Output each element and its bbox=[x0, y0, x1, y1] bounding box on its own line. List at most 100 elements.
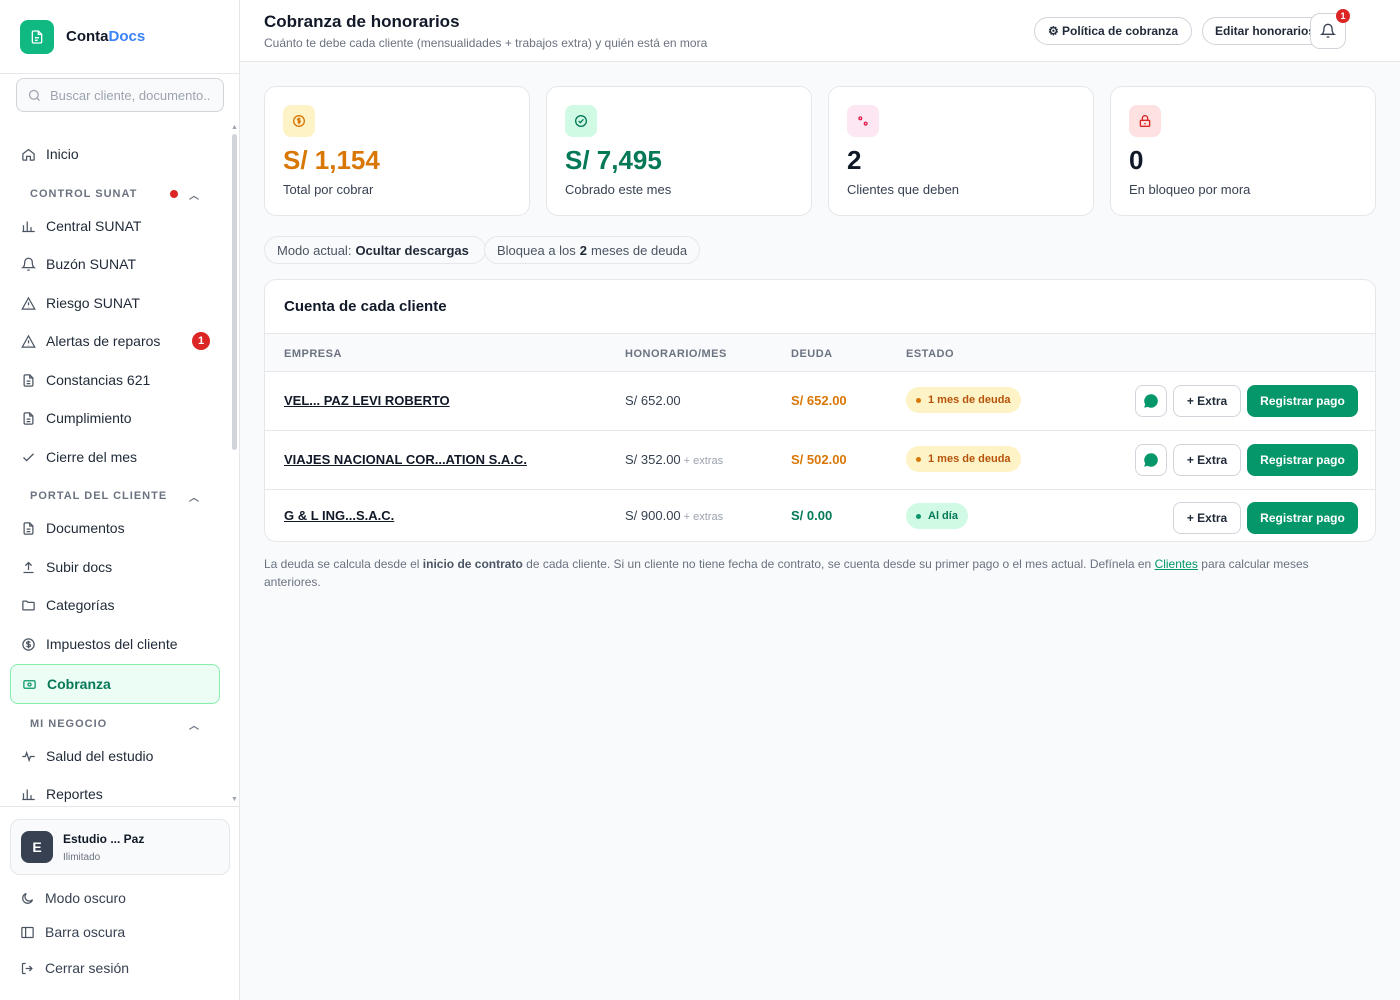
sidebar-item-label: Central SUNAT bbox=[46, 218, 142, 234]
whatsapp-button[interactable] bbox=[1135, 385, 1167, 417]
chevron-up-icon: ︿ bbox=[189, 720, 200, 732]
sidebar-item-categorias[interactable]: Categorías bbox=[10, 587, 220, 623]
sidebar: ContaDocs ▲ ▼ Inicio CONTROL SUNAT ︿ Cen… bbox=[0, 0, 240, 1000]
section-title: CONTROL SUNAT bbox=[30, 188, 138, 200]
search-icon bbox=[28, 89, 40, 101]
sidebar-item-cumplimiento[interactable]: Cumplimiento bbox=[10, 400, 220, 436]
footnote: La deuda se calcula desde el inicio de c… bbox=[264, 555, 1364, 591]
sidebar-item-cobranza[interactable]: Cobranza bbox=[10, 664, 220, 704]
logout-button[interactable]: Cerrar sesión bbox=[20, 960, 129, 976]
check-icon bbox=[20, 449, 36, 465]
sidebar-item-subir-docs[interactable]: Subir docs bbox=[10, 549, 220, 585]
section-control-sunat[interactable]: CONTROL SUNAT ︿ bbox=[30, 188, 210, 202]
register-payment-button[interactable]: Registrar pago bbox=[1247, 444, 1358, 476]
block-prefix: Bloquea a los bbox=[497, 242, 576, 258]
register-payment-button[interactable]: Registrar pago bbox=[1247, 385, 1358, 417]
stat-label: Cobrado este mes bbox=[565, 182, 672, 197]
notifications-button[interactable]: 1 bbox=[1310, 9, 1350, 49]
stat-value: 2 bbox=[847, 145, 862, 175]
company-link[interactable]: VEL... PAZ LEVI ROBERTO bbox=[284, 393, 450, 408]
sidebar-item-alertas-reparos[interactable]: Alertas de reparos 1 bbox=[10, 323, 220, 359]
status-badge: Al día bbox=[906, 503, 968, 529]
sidebar-item-riesgo-sunat[interactable]: Riesgo SUNAT bbox=[10, 285, 220, 321]
search-input[interactable] bbox=[50, 87, 210, 103]
section-portal-cliente[interactable]: PORTAL DEL CLIENTE ︿ bbox=[30, 490, 210, 504]
table-row: G & L ING...S.A.C. S/ 900.00 + extras S/ … bbox=[265, 490, 1375, 541]
table-header: EMPRESA HONORARIO/MES DEUDA ESTADO bbox=[265, 333, 1375, 372]
sidebar-item-cierre-mes[interactable]: Cierre del mes bbox=[10, 439, 220, 475]
folder-icon bbox=[20, 597, 36, 613]
stat-value: S/ 7,495 bbox=[565, 145, 662, 175]
edit-fees-button[interactable]: Editar honorarios bbox=[1202, 17, 1328, 45]
main-content: Cobranza de honorarios Cuánto te debe ca… bbox=[240, 0, 1400, 1000]
sidebar-item-documentos[interactable]: Documentos bbox=[10, 510, 220, 546]
clients-table-card: Cuenta de cada cliente EMPRESA HONORARIO… bbox=[264, 279, 1376, 542]
whatsapp-button[interactable] bbox=[1135, 444, 1167, 476]
bell-icon bbox=[20, 256, 36, 272]
sidebar-item-salud-estudio[interactable]: Salud del estudio bbox=[10, 738, 220, 774]
upload-icon bbox=[20, 559, 36, 575]
logo-icon bbox=[20, 19, 54, 54]
notification-count-badge: 1 bbox=[1336, 9, 1350, 23]
scroll-down-arrow[interactable]: ▼ bbox=[231, 796, 238, 803]
sidebar-item-constancias[interactable]: Constancias 621 bbox=[10, 362, 220, 398]
sidebar-item-inicio[interactable]: Inicio bbox=[10, 136, 220, 172]
chat-bubble-icon bbox=[1144, 453, 1158, 467]
fee-extras: + extras bbox=[683, 511, 724, 523]
add-extra-button[interactable]: + Extra bbox=[1173, 385, 1241, 417]
dollar-circle-icon bbox=[20, 636, 36, 652]
add-extra-button[interactable]: + Extra bbox=[1173, 502, 1241, 534]
fee-value: S/ 652.00 bbox=[625, 393, 684, 408]
sidebar-item-buzon-sunat[interactable]: Buzón SUNAT bbox=[10, 246, 220, 282]
section-mi-negocio[interactable]: MI NEGOCIO ︿ bbox=[30, 718, 210, 732]
topbar: Cobranza de honorarios Cuánto te debe ca… bbox=[240, 0, 1400, 62]
footnote-text: de cada cliente. Si un cliente no tiene … bbox=[526, 557, 1152, 571]
sidebar-scrollbar[interactable] bbox=[232, 134, 237, 450]
stat-card-clientes-deben: 2 Clientes que deben bbox=[828, 86, 1094, 216]
sidebar-item-label: Reportes bbox=[46, 786, 103, 802]
sidebar-item-label: Salud del estudio bbox=[46, 748, 154, 764]
stat-value: 0 bbox=[1129, 145, 1144, 175]
user-meta: Estudio ... Paz Ilimitado bbox=[63, 832, 144, 863]
mode-prefix: Modo actual: bbox=[277, 242, 352, 258]
register-payment-button[interactable]: Registrar pago bbox=[1247, 502, 1358, 534]
document-icon bbox=[20, 410, 36, 426]
home-icon bbox=[20, 146, 36, 162]
sidebar-item-impuestos[interactable]: Impuestos del cliente bbox=[10, 626, 220, 662]
table-row: VEL... PAZ LEVI ROBERTO S/ 652.00 S/ 652… bbox=[265, 372, 1375, 431]
brand[interactable]: ContaDocs bbox=[0, 0, 239, 74]
policy-button[interactable]: ⚙ Política de cobranza bbox=[1034, 17, 1192, 45]
sidebar-item-label: Impuestos del cliente bbox=[46, 636, 178, 652]
company-link[interactable]: G & L ING...S.A.C. bbox=[284, 508, 395, 523]
column-header-debt: DEUDA bbox=[791, 348, 833, 360]
scroll-up-arrow[interactable]: ▲ bbox=[231, 124, 238, 131]
sidebar-item-label: Constancias 621 bbox=[46, 372, 151, 388]
sidebar-item-label: Cobranza bbox=[47, 676, 111, 692]
stat-label: Clientes que deben bbox=[847, 182, 960, 197]
status-label: 1 mes de deuda bbox=[928, 394, 1011, 406]
check-circle-icon bbox=[565, 105, 597, 137]
sidebar-item-label: Cumplimiento bbox=[46, 410, 132, 426]
company-link[interactable]: VIAJES NACIONAL COR...ATION S.A.C. bbox=[284, 452, 527, 467]
status-badge: 1 mes de deuda bbox=[906, 446, 1021, 472]
dark-bar-label: Barra oscura bbox=[45, 924, 126, 940]
warning-icon bbox=[20, 333, 36, 349]
clients-link[interactable]: Clientes bbox=[1154, 557, 1198, 571]
search-box[interactable] bbox=[16, 78, 224, 112]
block-value: 2 bbox=[579, 242, 588, 258]
sidebar-item-central-sunat[interactable]: Central SUNAT bbox=[10, 208, 220, 244]
status-label: 1 mes de deuda bbox=[928, 453, 1011, 465]
block-pill: Bloquea a los 2 meses de deuda bbox=[484, 236, 701, 264]
dark-mode-toggle[interactable]: Modo oscuro bbox=[20, 890, 126, 906]
sidebar-item-label: Subir docs bbox=[46, 559, 113, 575]
table-row: VIAJES NACIONAL COR...ATION S.A.C. S/ 35… bbox=[265, 431, 1375, 490]
add-extra-button[interactable]: + Extra bbox=[1173, 444, 1241, 476]
sidebar-item-reportes[interactable]: Reportes bbox=[10, 776, 220, 812]
avatar: E bbox=[21, 831, 53, 863]
dark-bar-toggle[interactable]: Barra oscura bbox=[20, 924, 125, 940]
chevron-up-icon: ︿ bbox=[189, 492, 200, 504]
footnote-text: para calcular meses anteriores. bbox=[264, 557, 1309, 589]
user-card[interactable]: E Estudio ... Paz Ilimitado bbox=[10, 819, 230, 875]
debt-value: S/ 652.00 bbox=[791, 393, 847, 408]
status-dot bbox=[916, 513, 921, 519]
